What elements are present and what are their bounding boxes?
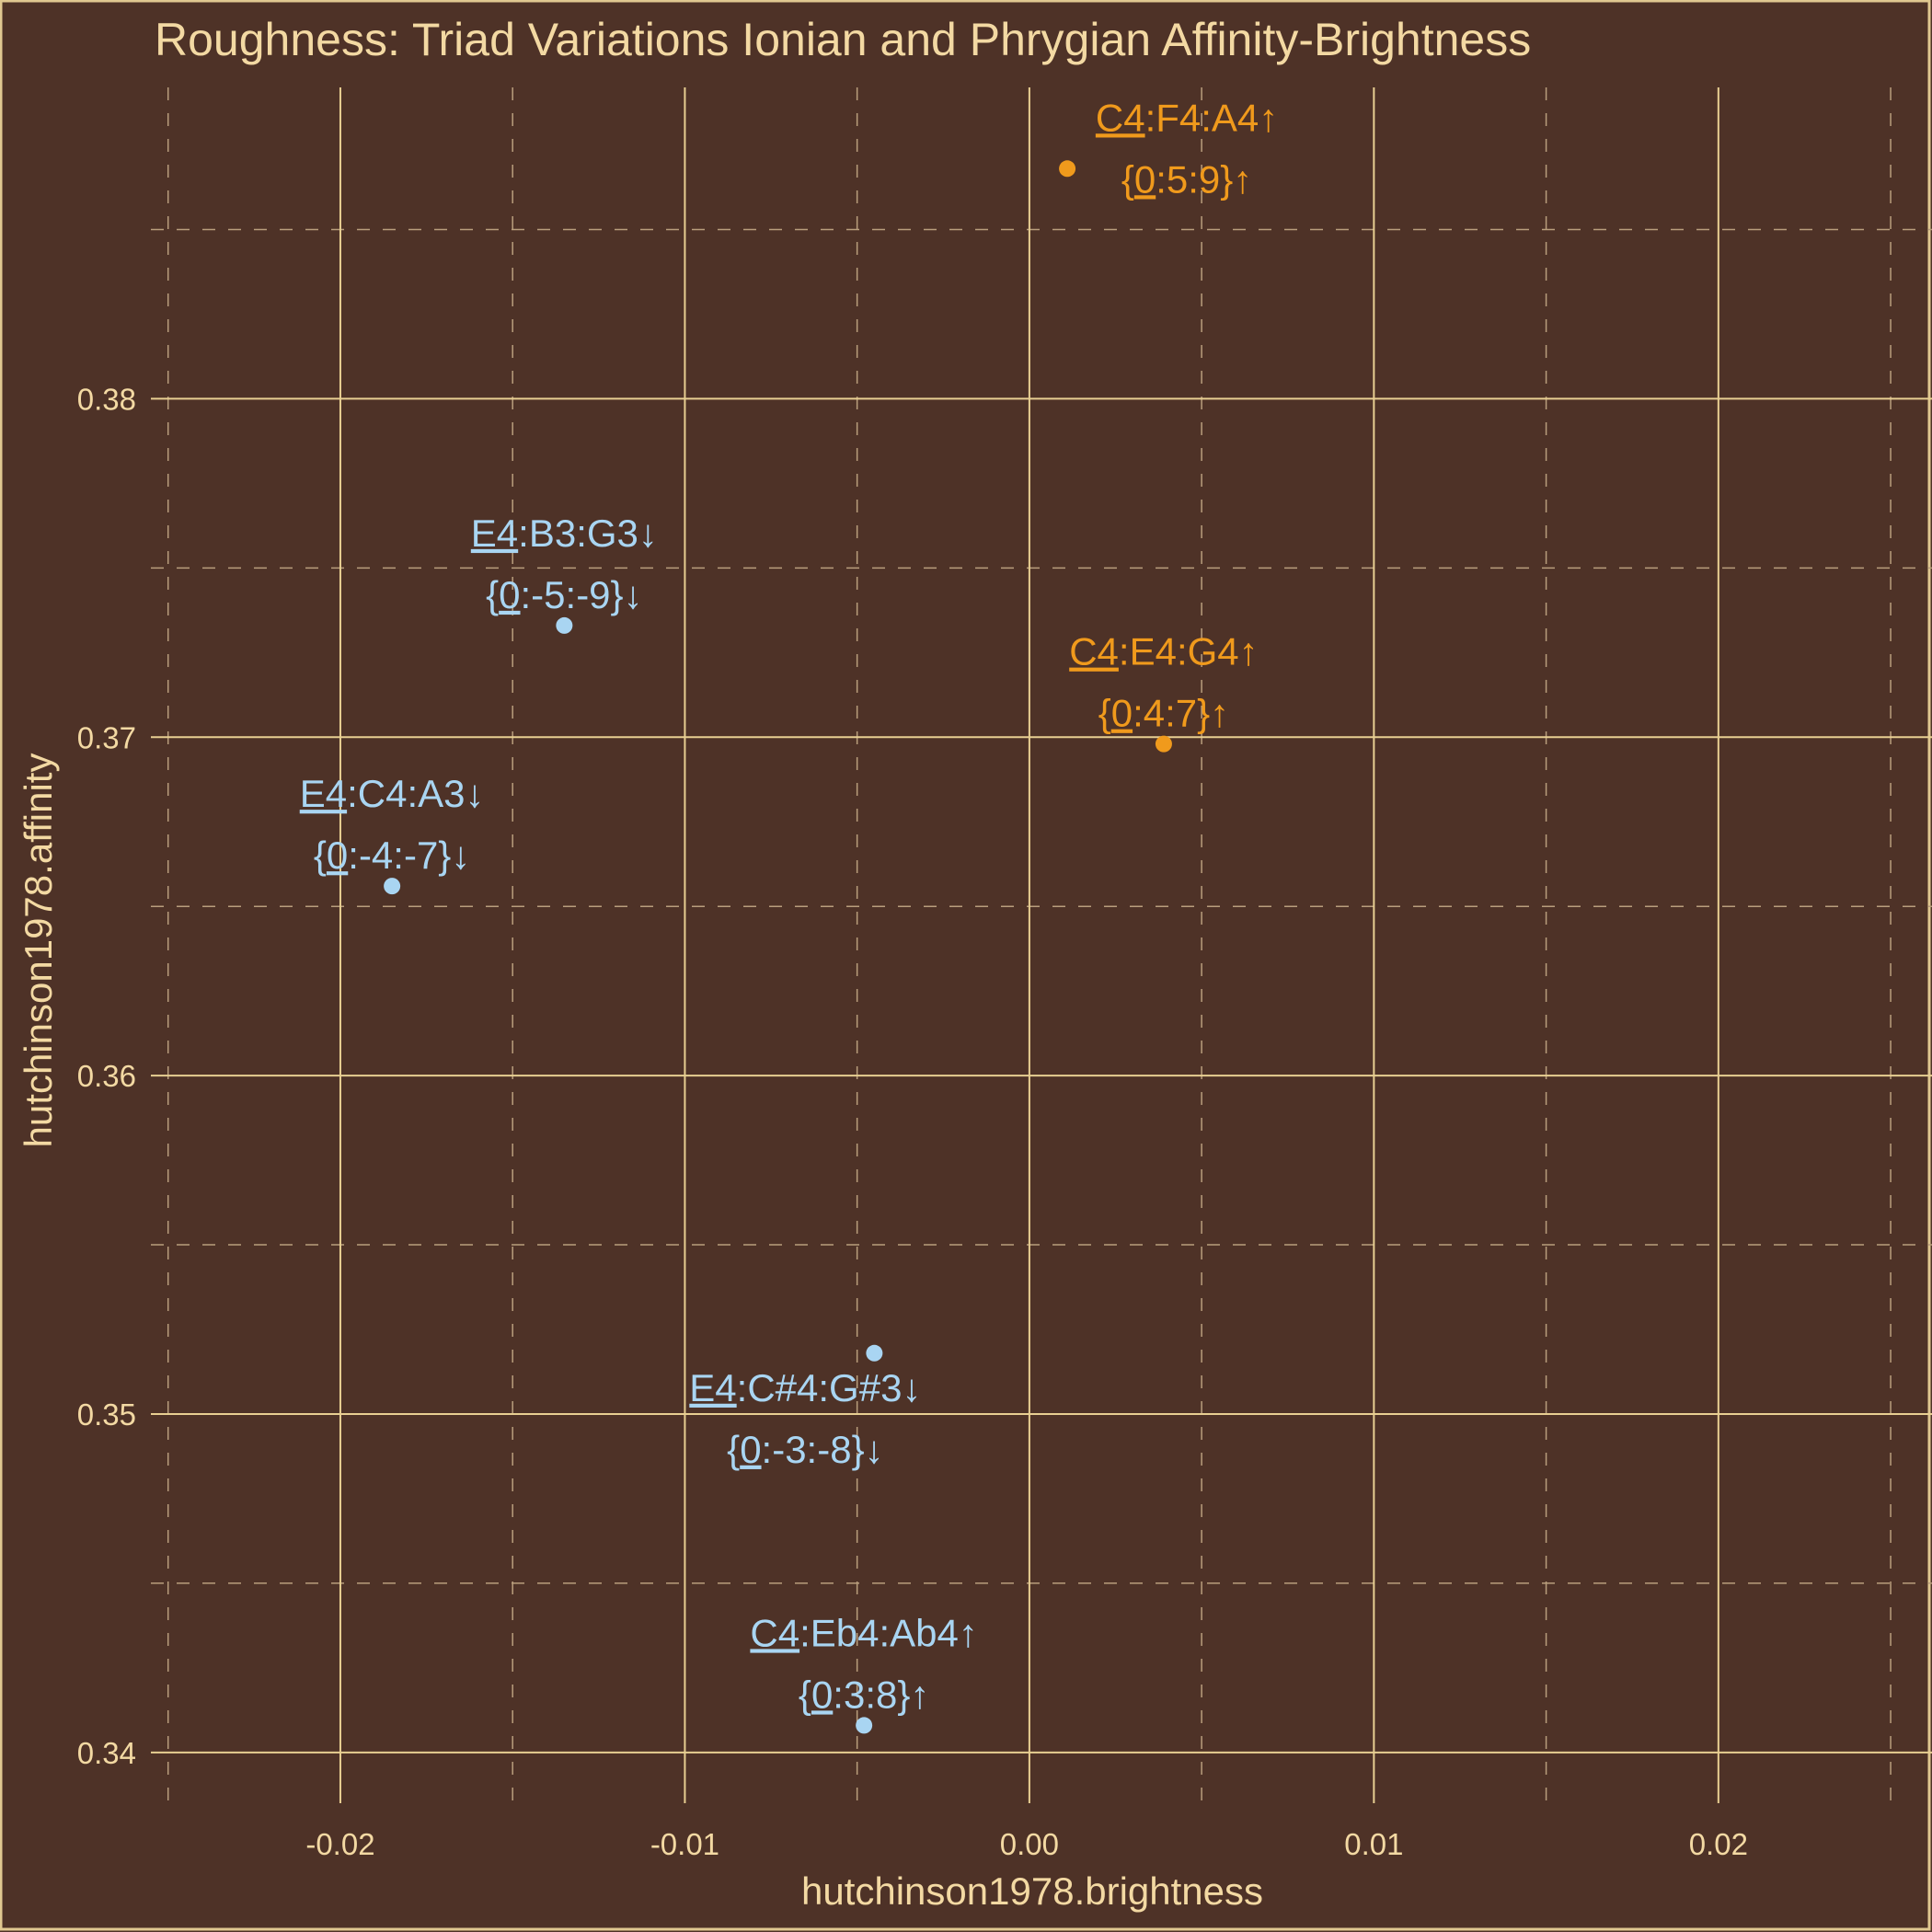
point-label-intervals: {0:-4:-7}↓ <box>314 834 470 877</box>
data-point <box>866 1344 883 1362</box>
point-label-intervals: {0:4:7}↑ <box>1098 692 1229 735</box>
point-label-intervals: {0:5:9}↑ <box>1121 157 1252 201</box>
x-axis-title: hutchinson1978.brightness <box>801 1869 1263 1913</box>
chart-title: Roughness: Triad Variations Ionian and P… <box>155 14 1531 65</box>
point-label-intervals: {0:-5:-9}↓ <box>486 573 642 616</box>
data-point <box>384 878 401 895</box>
point-label-notes: C4:F4:A4↑ <box>1096 96 1278 139</box>
data-point <box>556 616 573 634</box>
y-tick-label: 0.38 <box>77 382 136 416</box>
y-tick-label: 0.35 <box>77 1397 136 1432</box>
x-tick-label: 0.01 <box>1344 1827 1403 1861</box>
data-point <box>856 1717 873 1734</box>
point-label-notes: E4:C4:A3↓ <box>300 772 485 815</box>
data-point <box>1155 735 1172 753</box>
y-axis-title: hutchinson1978.affinity <box>17 753 60 1148</box>
y-tick-label: 0.34 <box>77 1736 136 1770</box>
data-points <box>384 160 1172 1734</box>
point-label-notes: C4:E4:G4↑ <box>1069 630 1258 673</box>
point-label-intervals: {0:3:8}↑ <box>799 1673 929 1716</box>
data-point <box>1059 160 1076 178</box>
x-tick-label: -0.01 <box>650 1827 719 1861</box>
point-label-notes: E4:B3:G3↓ <box>471 512 658 555</box>
y-tick-label: 0.37 <box>77 720 136 754</box>
x-tick-label: -0.02 <box>305 1827 374 1861</box>
x-tick-label: 0.00 <box>1000 1827 1059 1861</box>
point-label-notes: E4:C#4:G#3↓ <box>689 1366 921 1409</box>
x-axis-ticks: -0.02 -0.01 0.00 0.01 0.02 <box>305 1827 1748 1861</box>
point-label-intervals: {0:-3:-8}↓ <box>727 1428 883 1471</box>
y-axis-ticks: 0.34 0.35 0.36 0.37 0.38 <box>77 382 136 1769</box>
point-label-notes: C4:Eb4:Ab4↑ <box>750 1611 978 1654</box>
grid <box>151 87 1932 1803</box>
x-tick-label: 0.02 <box>1689 1827 1748 1861</box>
y-tick-label: 0.36 <box>77 1059 136 1093</box>
point-labels: C4:F4:A4↑ {0:5:9}↑ C4:E4:G4↑ {0:4:7}↑ E4:B3:… <box>300 96 1279 1716</box>
